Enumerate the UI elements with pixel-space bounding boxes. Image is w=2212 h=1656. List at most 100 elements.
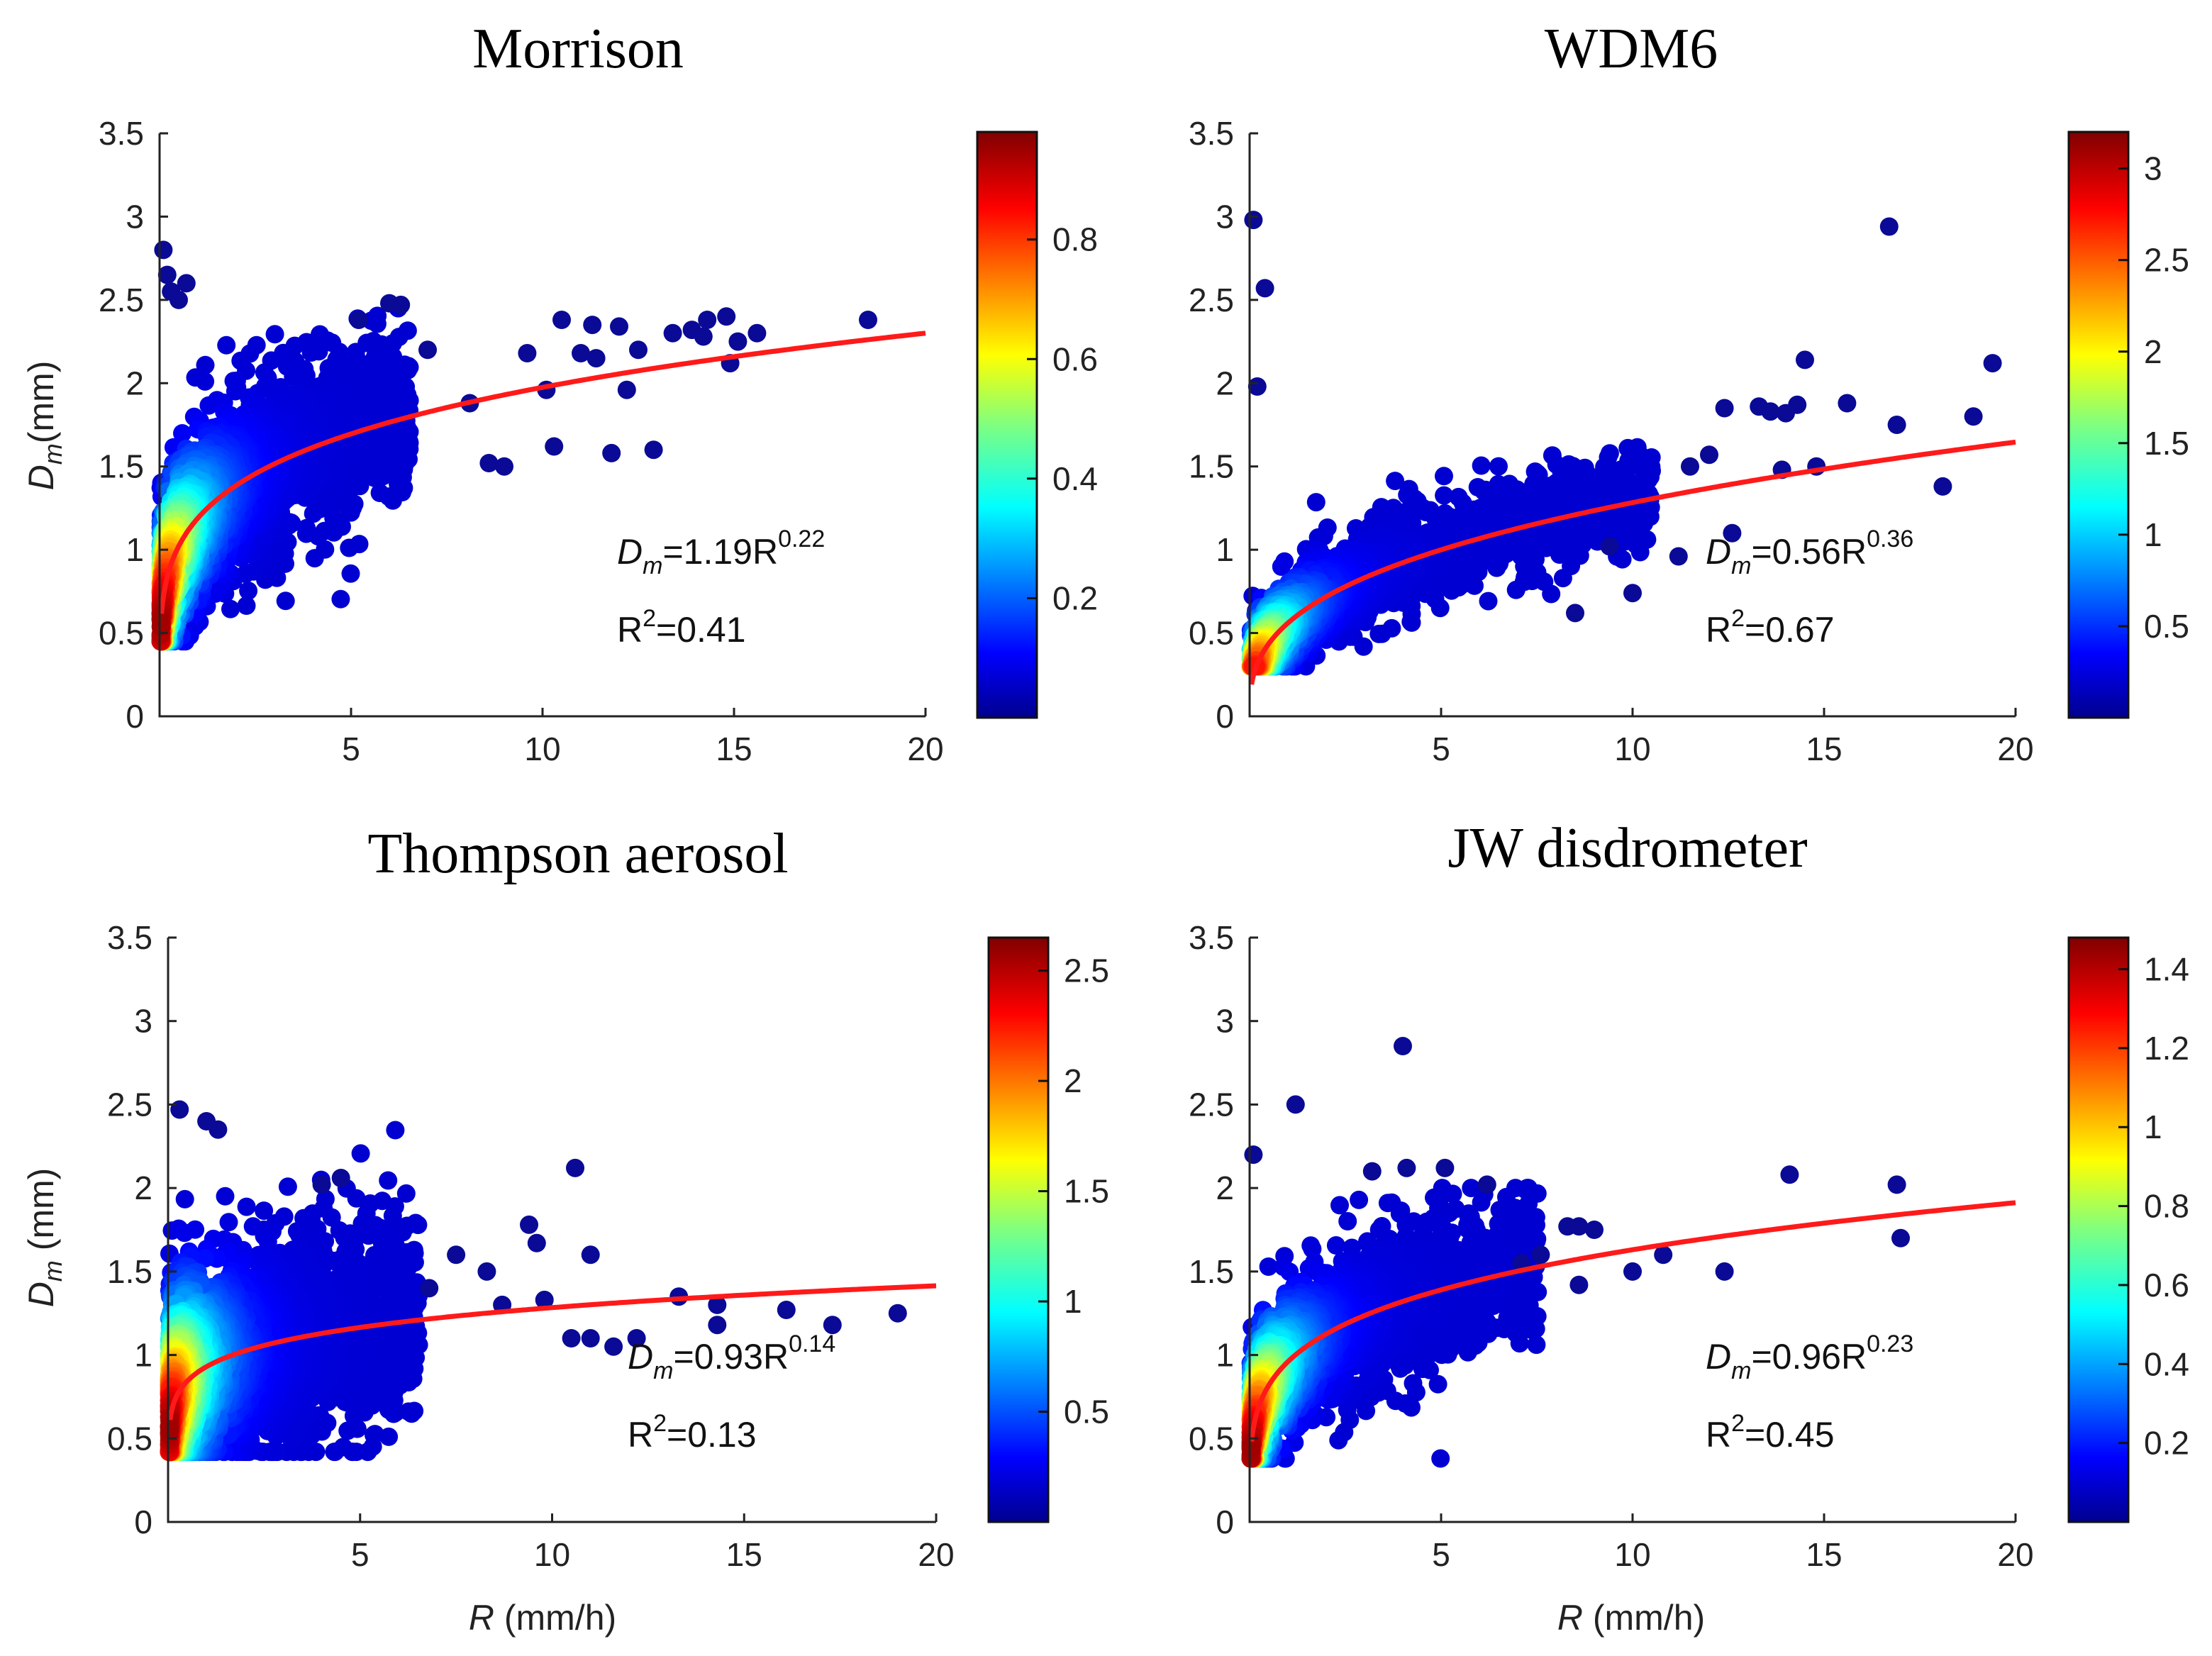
scatter-point xyxy=(1879,217,1899,236)
y-tick-label: 0.5 xyxy=(1189,615,1234,652)
scatter-point xyxy=(340,538,359,557)
r-squared: R2=0.67 xyxy=(1706,605,1835,650)
r-squared: R2=0.41 xyxy=(617,605,746,650)
y-tick-label: 0 xyxy=(1216,698,1234,735)
scatter-point xyxy=(1700,445,1718,465)
r2-value: =0.41 xyxy=(656,610,746,650)
panel-thompson-aerosol: Thompson aerosol 5 10 15 20 00.511.522.533.… xyxy=(21,823,1109,1638)
scatter-point xyxy=(278,1177,297,1196)
colorbar-tick-label: 3 xyxy=(2144,150,2162,187)
eq-exp: 0.36 xyxy=(1867,526,1913,552)
scatter-point xyxy=(1247,377,1267,396)
scatter-point xyxy=(349,311,368,329)
scatter-point xyxy=(1479,591,1498,611)
scatter-point xyxy=(347,1189,366,1208)
scatter-point xyxy=(173,424,191,443)
scatter-point xyxy=(157,265,177,284)
scatter-point xyxy=(1669,547,1688,566)
scatter-points xyxy=(151,240,877,651)
scatter-point xyxy=(304,504,323,523)
scatter-point xyxy=(175,1189,194,1208)
x-tick-label: 15 xyxy=(1806,730,1842,767)
scatter-point xyxy=(1472,456,1491,475)
scatter-point xyxy=(610,317,628,336)
scatter-point xyxy=(324,509,343,528)
scatter-point xyxy=(1255,279,1274,298)
colorbar-tick-label: 1 xyxy=(2144,516,2162,553)
scatter-point xyxy=(1600,537,1619,556)
x-tick-label: 5 xyxy=(1432,730,1450,767)
y-tick-label: 1.5 xyxy=(99,448,144,485)
eq-lhs: D xyxy=(1706,532,1731,572)
scatter-point xyxy=(1306,493,1325,512)
scatter-point xyxy=(325,1443,344,1462)
scatter-point xyxy=(1838,394,1857,413)
scatter-point xyxy=(221,599,240,618)
scatter-point xyxy=(479,454,499,472)
colorbar-tick-label: 2.5 xyxy=(2144,242,2189,279)
scatter-point xyxy=(717,307,736,326)
scatter-point xyxy=(1489,457,1508,476)
scatter-point xyxy=(1964,407,1983,426)
scatter-point xyxy=(545,437,564,456)
eq-sub: m xyxy=(1731,552,1751,579)
x-tick-label: 20 xyxy=(1997,730,2033,767)
y-tick-label: 2.5 xyxy=(1189,282,1234,318)
scatter-point xyxy=(418,340,437,360)
y-tick-label: 1.5 xyxy=(1189,448,1234,485)
scatter-points xyxy=(1241,211,2002,676)
scatter-point xyxy=(297,518,316,538)
r2-label: R xyxy=(617,610,643,650)
r2-sup: 2 xyxy=(643,605,656,632)
y-tick-label: 1 xyxy=(126,531,144,568)
y-tick-label: 3.5 xyxy=(1189,115,1234,152)
scatter-point xyxy=(1983,354,2002,373)
scatter-point xyxy=(237,596,256,615)
y-tick-label: 0 xyxy=(126,698,144,735)
y-label-sub: m xyxy=(38,443,67,465)
scatter-point xyxy=(602,443,621,462)
scatter-point xyxy=(859,311,877,329)
colorbar-tick-label: 0.6 xyxy=(1052,340,1098,377)
y-label-unit: (mm) xyxy=(21,361,61,444)
scatter-point xyxy=(1715,399,1734,418)
scatter-point xyxy=(1681,457,1699,476)
eq-mid: =0.56R xyxy=(1751,532,1867,572)
scatter-point xyxy=(216,1187,235,1206)
scatter-point xyxy=(663,323,682,343)
scatter-point xyxy=(629,340,648,360)
r2-sup: 2 xyxy=(1731,605,1745,632)
scatter-point xyxy=(265,325,284,344)
scatter-point xyxy=(386,1121,405,1140)
scatter-point xyxy=(177,274,196,293)
y-tick-label: 2 xyxy=(1216,365,1234,401)
scatter-point xyxy=(518,344,537,362)
scatter-point xyxy=(367,314,387,333)
scatter-point xyxy=(583,316,602,335)
y-tick-label: 1 xyxy=(1216,531,1234,568)
panel-title: Morrison xyxy=(472,18,684,80)
x-tick-label: 10 xyxy=(1614,730,1650,767)
scatter-point xyxy=(276,591,295,611)
y-tick-label: 2 xyxy=(126,365,144,401)
y-tick-label: 3 xyxy=(126,198,144,235)
colorbar xyxy=(2069,132,2128,718)
colorbar-tick-label: 2 xyxy=(2144,333,2162,370)
scatter-point xyxy=(1623,584,1642,603)
colorbar-tick-label: 0.5 xyxy=(2144,608,2189,645)
scatter-point xyxy=(552,311,571,329)
scatter-point xyxy=(305,549,324,568)
colorbar-tick-label: 0.8 xyxy=(1052,221,1098,258)
y-tick-label: 0.5 xyxy=(99,615,144,652)
scatter-point xyxy=(169,290,188,309)
scatter-point xyxy=(698,311,717,329)
x-tick-label: 10 xyxy=(524,730,560,767)
r2-value: =0.67 xyxy=(1745,610,1835,650)
y-axis-label: Dm(mm) xyxy=(21,361,67,491)
colorbar xyxy=(977,132,1037,718)
scatter-point xyxy=(694,327,713,346)
colorbar-tick-label: 1.5 xyxy=(2144,425,2189,462)
scatter-point xyxy=(391,295,411,314)
scatter-point xyxy=(365,1426,383,1445)
